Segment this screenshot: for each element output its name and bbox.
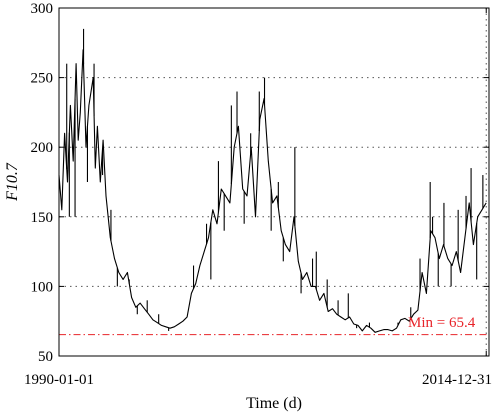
x-axis-label: Time (d) xyxy=(246,395,302,412)
y-tick-label-150: 150 xyxy=(31,210,54,226)
plot-frame xyxy=(58,7,490,357)
axis-ticks: 50 100 150 200 250 300 xyxy=(31,1,489,365)
y-axis-label: F10.7 xyxy=(4,162,21,202)
y-tick-label-300: 300 xyxy=(31,1,54,17)
y-tick-label-250: 250 xyxy=(31,71,54,87)
grid-lines xyxy=(59,8,489,356)
y-tick-label-100: 100 xyxy=(31,279,54,295)
y-tick-label-50: 50 xyxy=(38,349,53,365)
x-tick-label-end: 2014-12-31 xyxy=(422,372,492,388)
min-annotation-label: Min = 65.4 xyxy=(408,315,476,331)
x-tick-label-start: 1990-01-01 xyxy=(24,372,94,388)
y-tick-label-200: 200 xyxy=(31,140,54,156)
series-layer xyxy=(58,28,487,333)
